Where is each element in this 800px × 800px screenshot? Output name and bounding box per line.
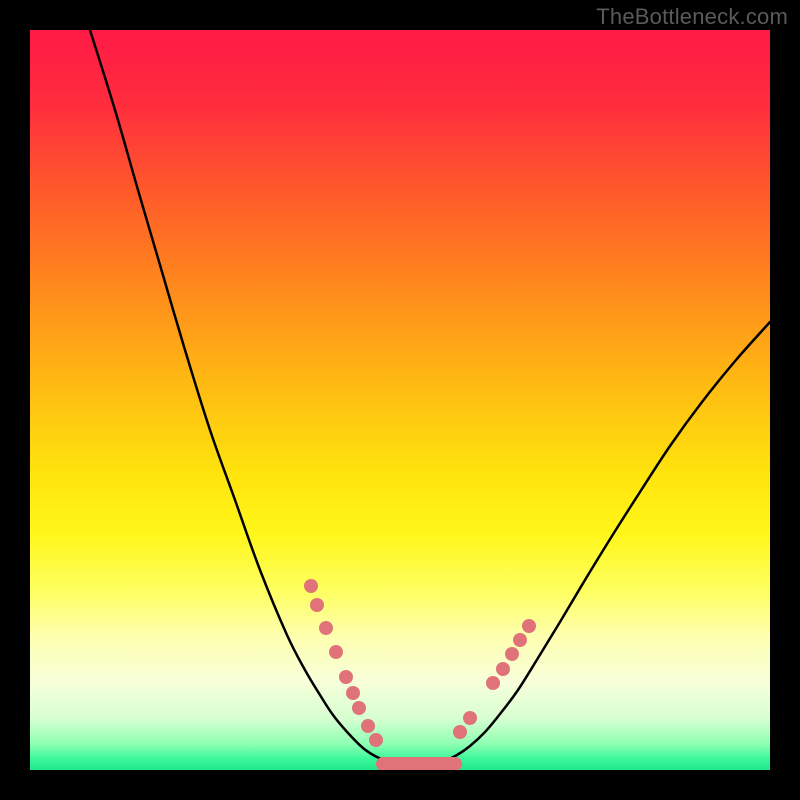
marker-dot bbox=[463, 711, 477, 725]
marker-dot bbox=[319, 621, 333, 635]
chart-container: TheBottleneck.com bbox=[0, 0, 800, 800]
marker-dot bbox=[361, 719, 375, 733]
marker-dot bbox=[329, 645, 343, 659]
marker-dot bbox=[310, 598, 324, 612]
marker-dot bbox=[496, 662, 510, 676]
marker-dot bbox=[505, 647, 519, 661]
marker-dot bbox=[346, 686, 360, 700]
marker-dot bbox=[453, 725, 467, 739]
chart-svg bbox=[30, 30, 770, 770]
marker-dot bbox=[369, 733, 383, 747]
marker-dot bbox=[513, 633, 527, 647]
marker-baseline bbox=[376, 757, 462, 770]
marker-dot bbox=[522, 619, 536, 633]
gradient-background bbox=[30, 30, 770, 770]
marker-dot bbox=[352, 701, 366, 715]
marker-dot bbox=[486, 676, 500, 690]
watermark-text: TheBottleneck.com bbox=[596, 4, 788, 30]
marker-dot bbox=[339, 670, 353, 684]
marker-dot bbox=[304, 579, 318, 593]
plot-area bbox=[30, 30, 770, 770]
